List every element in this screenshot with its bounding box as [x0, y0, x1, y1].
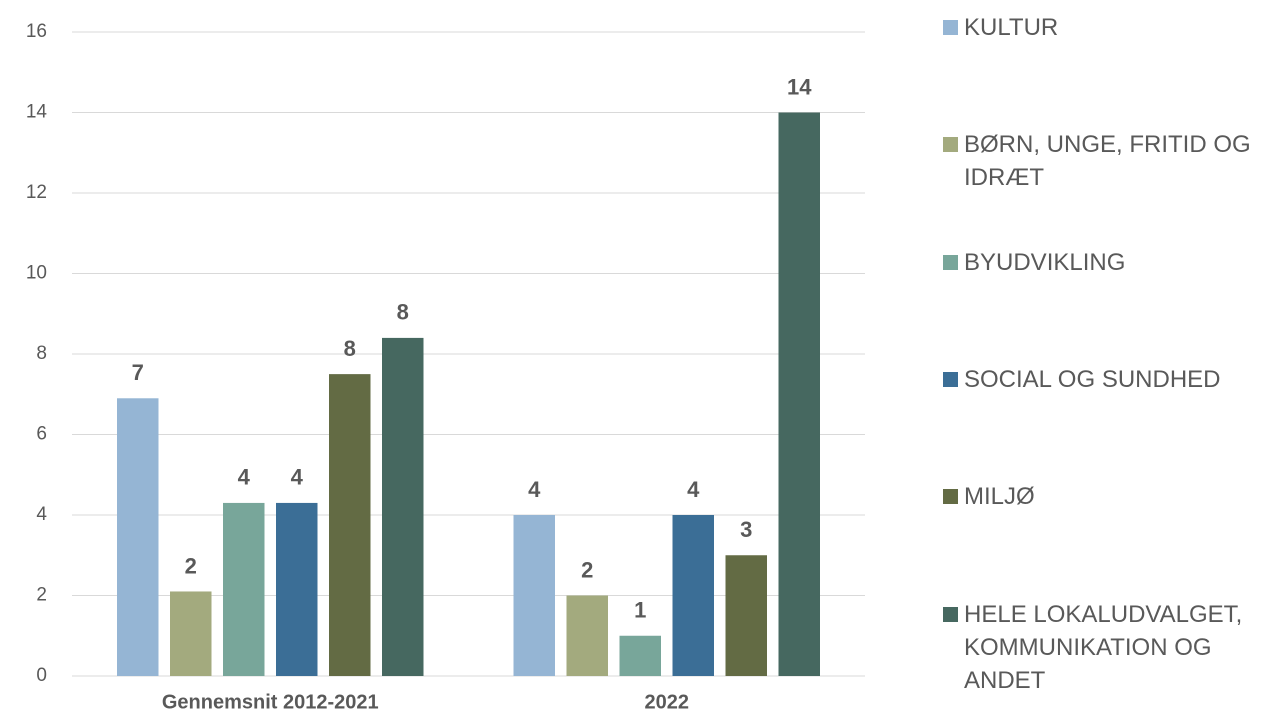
- legend-item: SOCIAL OG SUNDHED: [943, 363, 1280, 396]
- bar: [117, 398, 159, 676]
- bar: [566, 595, 608, 676]
- y-tick-label: 12: [26, 182, 47, 203]
- value-label: 8: [344, 336, 356, 361]
- bar: [170, 591, 212, 676]
- value-label: 4: [687, 477, 700, 502]
- legend-item: BØRN, UNGE, FRITID OG IDRÆT: [943, 128, 1280, 194]
- bar: [778, 112, 820, 676]
- legend-item: KULTUR: [943, 11, 1280, 44]
- legend-swatch: [943, 137, 958, 153]
- bar: [672, 515, 714, 676]
- legend-label: HELE LOKALUDVALGET, KOMMUNIKATION OG AND…: [964, 600, 1243, 694]
- legend-swatch: [943, 371, 958, 387]
- bar: [513, 515, 555, 676]
- y-tick-label: 2: [36, 585, 47, 606]
- value-label: 4: [291, 465, 304, 490]
- y-tick-label: 4: [36, 504, 47, 525]
- bar: [725, 555, 767, 676]
- value-label: 3: [740, 517, 752, 542]
- y-tick-label: 14: [26, 102, 48, 123]
- legend-label: BYUDVIKLING: [964, 248, 1126, 276]
- legend-swatch: [943, 606, 958, 622]
- legend-item: BYUDVIKLING: [943, 246, 1280, 279]
- legend-label: MILJØ: [964, 483, 1035, 511]
- value-label: 7: [132, 360, 144, 385]
- y-tick-label: 8: [36, 343, 47, 364]
- value-label: 2: [185, 553, 197, 578]
- value-label: 14: [787, 74, 812, 99]
- bar: [619, 635, 661, 676]
- bar: [382, 337, 424, 676]
- legend-swatch: [943, 254, 958, 270]
- y-tick-label: 6: [36, 424, 47, 445]
- value-label: 4: [528, 477, 541, 502]
- bar: [276, 502, 318, 676]
- legend-label: BØRN, UNGE, FRITID OG IDRÆT: [964, 131, 1251, 192]
- value-label: 8: [397, 300, 409, 325]
- legend-label: SOCIAL OG SUNDHED: [964, 365, 1221, 393]
- bar: [223, 502, 265, 676]
- legend-item: HELE LOKALUDVALGET, KOMMUNIKATION OG AND…: [943, 598, 1280, 697]
- x-tick-label: Gennemsnit 2012-2021: [162, 691, 379, 713]
- x-tick-label: 2022: [645, 691, 690, 713]
- y-tick-label: 16: [26, 21, 47, 42]
- legend-swatch: [943, 20, 958, 35]
- legend-label: KULTUR: [964, 14, 1059, 41]
- value-label: 1: [634, 598, 646, 623]
- legend-item: MILJØ: [943, 480, 1280, 513]
- value-label: 2: [581, 557, 593, 582]
- legend-swatch: [943, 489, 958, 505]
- y-tick-label: 10: [26, 263, 47, 284]
- bar: [329, 374, 371, 676]
- value-label: 4: [238, 465, 251, 490]
- y-tick-label: 0: [36, 665, 47, 686]
